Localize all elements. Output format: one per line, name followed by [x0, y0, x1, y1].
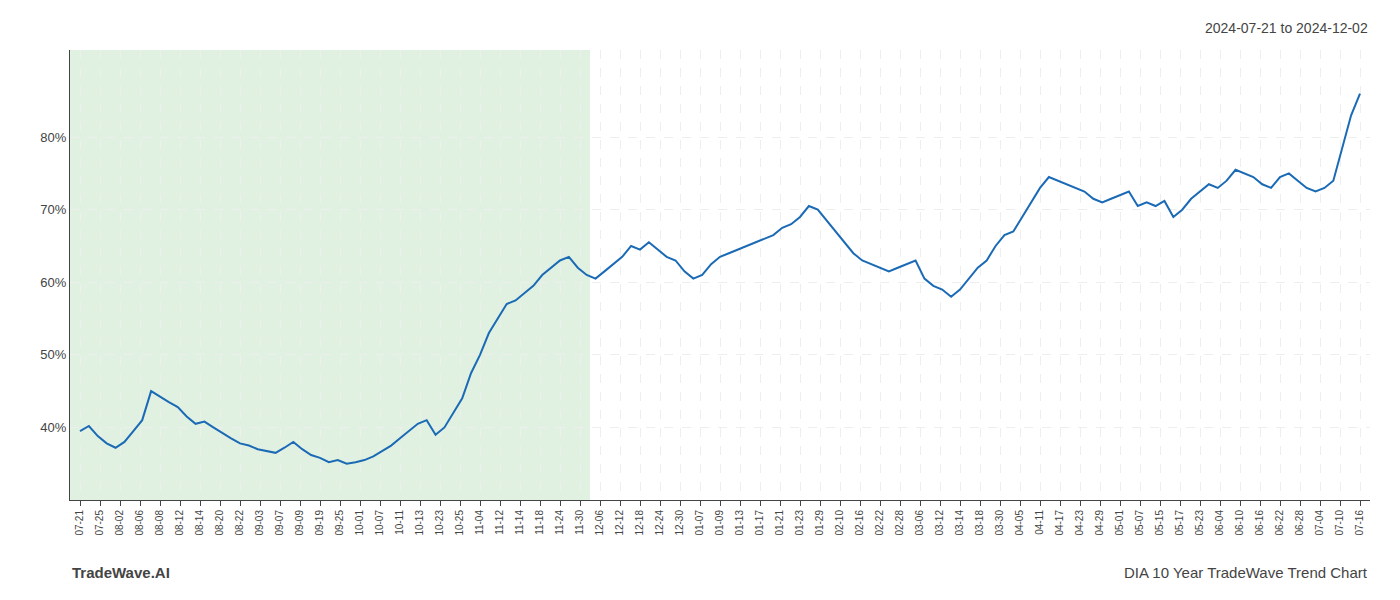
svg-text:08-20: 08-20: [214, 510, 225, 536]
svg-text:12-12: 12-12: [614, 510, 625, 536]
svg-text:09-07: 09-07: [274, 510, 285, 536]
svg-text:02-22: 02-22: [874, 510, 885, 536]
svg-text:08-22: 08-22: [234, 510, 245, 536]
svg-text:10-01: 10-01: [354, 510, 365, 536]
svg-text:01-29: 01-29: [814, 510, 825, 536]
svg-text:01-17: 01-17: [754, 510, 765, 536]
svg-text:01-13: 01-13: [734, 510, 745, 536]
svg-text:04-29: 04-29: [1094, 510, 1105, 536]
svg-text:03-30: 03-30: [994, 510, 1005, 536]
svg-text:02-28: 02-28: [894, 510, 905, 536]
svg-text:09-25: 09-25: [334, 510, 345, 536]
svg-text:01-07: 01-07: [694, 510, 705, 536]
svg-text:12-06: 12-06: [594, 510, 605, 536]
svg-text:11-14: 11-14: [514, 510, 525, 535]
svg-text:04-17: 04-17: [1054, 510, 1065, 536]
svg-text:DIA 10 Year TradeWave Trend Ch: DIA 10 Year TradeWave Trend Chart: [1124, 564, 1368, 581]
svg-text:04-05: 04-05: [1014, 510, 1025, 536]
svg-text:12-30: 12-30: [674, 510, 685, 536]
svg-text:11-04: 11-04: [474, 510, 485, 535]
svg-text:TradeWave.AI: TradeWave.AI: [72, 564, 170, 581]
svg-text:08-06: 08-06: [134, 510, 145, 536]
svg-text:05-15: 05-15: [1154, 510, 1165, 536]
svg-text:11-12: 11-12: [494, 510, 505, 535]
svg-text:02-16: 02-16: [854, 510, 865, 536]
svg-text:04-23: 04-23: [1074, 510, 1085, 536]
svg-text:05-17: 05-17: [1174, 510, 1185, 536]
svg-text:12-24: 12-24: [654, 510, 665, 536]
svg-text:50%: 50%: [40, 347, 66, 362]
svg-text:09-09: 09-09: [294, 510, 305, 536]
svg-text:07-16: 07-16: [1354, 510, 1365, 536]
svg-text:07-25: 07-25: [94, 510, 105, 536]
svg-text:08-08: 08-08: [154, 510, 165, 536]
svg-text:03-12: 03-12: [934, 510, 945, 536]
svg-text:06-04: 06-04: [1214, 510, 1225, 536]
svg-text:08-12: 08-12: [174, 510, 185, 536]
svg-text:03-18: 03-18: [974, 510, 985, 536]
svg-text:07-04: 07-04: [1314, 510, 1325, 536]
svg-text:10-25: 10-25: [454, 510, 465, 536]
svg-text:11-18: 11-18: [534, 510, 545, 535]
svg-text:06-16: 06-16: [1254, 510, 1265, 536]
svg-text:02-10: 02-10: [834, 510, 845, 536]
svg-text:06-22: 06-22: [1274, 510, 1285, 536]
svg-text:10-11: 10-11: [394, 510, 405, 535]
svg-text:11-30: 11-30: [574, 510, 585, 535]
svg-text:06-28: 06-28: [1294, 510, 1305, 536]
svg-text:70%: 70%: [40, 202, 66, 217]
svg-text:10-13: 10-13: [414, 510, 425, 536]
svg-text:04-11: 04-11: [1034, 510, 1045, 535]
svg-text:05-23: 05-23: [1194, 510, 1205, 536]
svg-text:05-01: 05-01: [1114, 510, 1125, 536]
svg-text:2024-07-21 to 2024-12-02: 2024-07-21 to 2024-12-02: [1205, 20, 1368, 36]
svg-text:03-14: 03-14: [954, 510, 965, 536]
svg-text:11-24: 11-24: [554, 510, 565, 535]
svg-text:01-21: 01-21: [774, 510, 785, 536]
svg-text:09-03: 09-03: [254, 510, 265, 536]
svg-text:01-23: 01-23: [794, 510, 805, 536]
svg-text:08-02: 08-02: [114, 510, 125, 536]
svg-text:10-07: 10-07: [374, 510, 385, 536]
svg-text:01-09: 01-09: [714, 510, 725, 536]
svg-text:08-14: 08-14: [194, 510, 205, 536]
svg-text:07-10: 07-10: [1334, 510, 1345, 536]
svg-text:60%: 60%: [40, 275, 66, 290]
svg-text:06-10: 06-10: [1234, 510, 1245, 536]
svg-text:05-07: 05-07: [1134, 510, 1145, 536]
svg-text:40%: 40%: [40, 420, 66, 435]
svg-text:10-23: 10-23: [434, 510, 445, 536]
svg-text:12-18: 12-18: [634, 510, 645, 536]
svg-text:07-21: 07-21: [74, 510, 85, 536]
svg-text:80%: 80%: [40, 130, 66, 145]
svg-text:09-19: 09-19: [314, 510, 325, 536]
svg-text:03-06: 03-06: [914, 510, 925, 536]
